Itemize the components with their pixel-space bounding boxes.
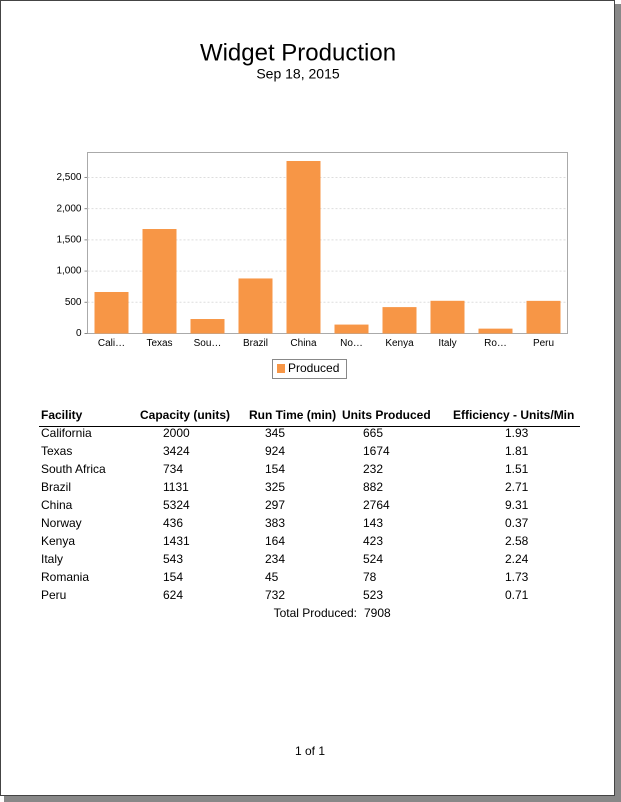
bar [94, 291, 129, 334]
column-header: Run Time (min) [249, 408, 336, 422]
table-cell: 1131 [163, 480, 189, 494]
table-cell: 924 [265, 444, 285, 458]
table-cell: 2000 [163, 426, 190, 440]
table-cell: 1674 [363, 444, 390, 458]
column-header: Facility [41, 408, 83, 422]
table-cell: Kenya [41, 534, 75, 548]
table-cell: 3424 [163, 444, 190, 458]
bar [478, 328, 513, 334]
column-header: Capacity (units) [140, 408, 230, 422]
table-cell: 524 [363, 552, 383, 566]
table-cell: 5324 [163, 498, 190, 512]
table-cell: 325 [265, 480, 285, 494]
table-cell: 1431 [163, 534, 190, 548]
bar [142, 229, 177, 334]
table-cell: 0.37 [505, 516, 529, 530]
table-cell: 523 [363, 588, 383, 602]
column-header: Units Produced [342, 408, 431, 422]
x-tick-label: Kenya [385, 338, 414, 349]
table-cell: 423 [363, 534, 383, 548]
column-header: Efficiency - Units/Min [453, 408, 574, 422]
bar [526, 300, 561, 334]
x-tick-label: Texas [146, 338, 172, 349]
page-number: 1 of 1 [295, 744, 325, 758]
page-shadow [615, 4, 621, 802]
table-cell: 234 [265, 552, 285, 566]
table-cell: 232 [363, 462, 383, 476]
table-cell: 143 [363, 516, 383, 530]
table-cell: 2.71 [505, 480, 529, 494]
legend-label: Produced [288, 361, 339, 375]
x-tick-label: Cali… [98, 338, 125, 349]
x-tick-label: Sou… [194, 338, 222, 349]
bar [334, 324, 369, 334]
subtitle: Sep 18, 2015 [256, 66, 340, 82]
table-cell: 154 [163, 570, 183, 584]
table-cell: 45 [265, 570, 279, 584]
table-cell: California [41, 426, 92, 440]
table-cell: 732 [265, 588, 285, 602]
page-shadow [4, 796, 621, 802]
table-cell: 1.81 [505, 444, 529, 458]
table-cell: South Africa [41, 462, 106, 476]
bar [286, 160, 321, 334]
table-cell: Romania [41, 570, 89, 584]
table-cell: 734 [163, 462, 183, 476]
x-tick-label: Italy [438, 338, 456, 349]
x-tick-label: Peru [533, 338, 554, 349]
table-cell: 1.93 [505, 426, 529, 440]
title: Widget Production [200, 39, 396, 66]
table-cell: China [41, 498, 73, 512]
bar [190, 319, 225, 334]
table-cell: 164 [265, 534, 285, 548]
table-cell: 2.24 [505, 552, 529, 566]
x-tick-label: China [290, 338, 317, 349]
table-cell: 543 [163, 552, 183, 566]
table-cell: Norway [41, 516, 82, 530]
y-tick-label: 2,500 [56, 172, 81, 183]
table-cell: 436 [163, 516, 183, 530]
y-tick-label: 1,000 [56, 266, 81, 277]
table-cell: Peru [41, 588, 66, 602]
table-cell: 624 [163, 588, 183, 602]
y-tick-label: 500 [65, 297, 82, 308]
x-tick-label: Ro… [484, 338, 507, 349]
table-cell: 154 [265, 462, 285, 476]
table-cell: 2764 [363, 498, 390, 512]
y-tick-label: 0 [76, 328, 82, 339]
table-cell: 0.71 [505, 588, 529, 602]
y-tick-label: 1,500 [56, 235, 81, 246]
table-cell: 665 [363, 426, 383, 440]
table-cell: 9.31 [505, 498, 529, 512]
table-cell: 297 [265, 498, 285, 512]
table-cell: 2.58 [505, 534, 529, 548]
total-label: Total Produced: [274, 606, 357, 620]
bar [430, 300, 465, 334]
x-tick-label: No… [340, 338, 363, 349]
x-tick-label: Brazil [243, 338, 268, 349]
table-cell: Italy [41, 552, 63, 566]
bar [382, 307, 417, 334]
table-cell: 383 [265, 516, 285, 530]
total-value: 7908 [364, 606, 391, 620]
legend-box [272, 359, 347, 379]
table-cell: 1.73 [505, 570, 529, 584]
legend-swatch [277, 364, 285, 373]
y-tick-label: 2,000 [56, 203, 81, 214]
table-cell: 882 [363, 480, 383, 494]
table-cell: Texas [41, 444, 72, 458]
table-cell: 78 [363, 570, 377, 584]
table-cell: Brazil [41, 480, 71, 494]
bar [238, 278, 273, 334]
table-cell: 345 [265, 426, 285, 440]
table-cell: 1.51 [505, 462, 529, 476]
